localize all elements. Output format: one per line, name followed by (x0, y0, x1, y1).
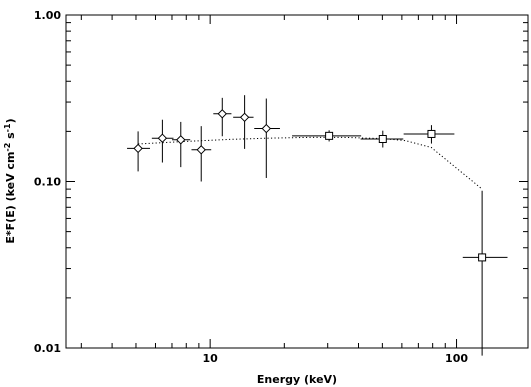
diamond-marker (133, 143, 143, 154)
data-point (360, 130, 404, 148)
data-point (171, 121, 191, 168)
x-tick-label: 100 (445, 352, 468, 365)
diamond-marker (157, 133, 168, 143)
square-marker (427, 129, 436, 138)
data-points (127, 95, 508, 356)
square-marker (325, 131, 334, 140)
data-point (213, 97, 232, 137)
data-point (462, 190, 508, 356)
plot-frame (65, 14, 529, 349)
data-point (254, 98, 280, 178)
y-axis-title: E*F(E) (keV cm-2 s-1) (3, 118, 17, 243)
data-point (151, 119, 174, 163)
x-tick-label: 10 (202, 352, 218, 365)
diamond-marker (176, 135, 186, 145)
x-axis-title: Energy (keV) (257, 373, 337, 386)
data-point (403, 125, 455, 144)
model-curve-line (138, 136, 483, 190)
diamond-marker (217, 109, 227, 119)
data-point (191, 126, 212, 182)
data-point (233, 95, 254, 149)
square-marker (478, 253, 487, 262)
square-marker (378, 134, 387, 143)
y-tick-label: 0.01 (34, 342, 61, 355)
diamond-marker (239, 112, 250, 123)
diamond-marker (261, 123, 272, 134)
y-tick-label: 1.00 (34, 9, 61, 22)
data-point (127, 131, 150, 172)
axis-ticks (66, 14, 528, 349)
y-tick-label: 0.10 (34, 176, 61, 189)
tick-labels: 10 100 0.01 0.10 1.00 (34, 9, 469, 365)
data-point (292, 130, 362, 142)
model-curve (138, 136, 483, 190)
diamond-marker (196, 145, 206, 155)
